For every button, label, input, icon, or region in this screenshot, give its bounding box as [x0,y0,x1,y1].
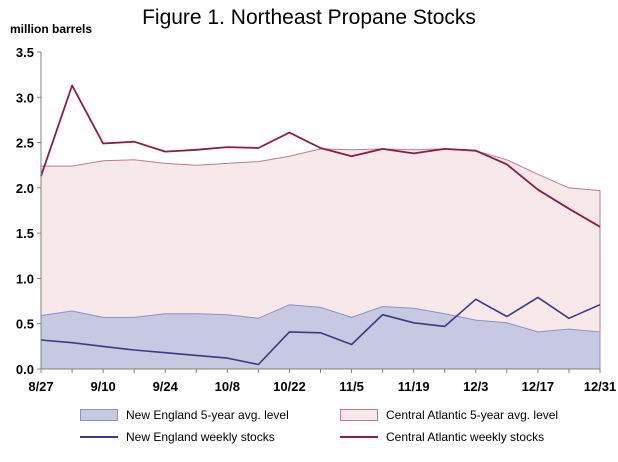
legend-label-ca-weekly: Central Atlantic weekly stocks [386,430,545,444]
ne-weekly-line [40,296,601,366]
legend-swatch-ne-weekly [80,436,118,438]
legend-label-ne-avg: New England 5-year avg. level [126,408,289,422]
chart: 0.0 0.5 1.0 1.5 2.0 2.5 3.0 3.5 8/27 9/10 9/24 10/8… [16,45,617,394]
x-tick-label: 10/8 [215,379,240,394]
legend-swatch-ca-weekly [340,436,378,438]
legend-item-ca-avg: Central Atlantic 5-year avg. level [340,408,558,422]
y-tick-label: 1.5 [16,226,34,241]
y-tick-label: 2.0 [16,181,34,196]
legend-item-ne-avg: New England 5-year avg. level [80,408,289,422]
x-tick-label: 11/5 [339,379,364,394]
x-tick-label: 11/19 [398,379,430,394]
x-tick-label: 12/17 [522,379,555,394]
legend-item-ca-weekly: Central Atlantic weekly stocks [340,430,544,444]
legend-swatch-ca-avg [340,409,378,421]
x-tick-label: 9/10 [90,379,115,394]
y-axis-label: million barrels [10,22,93,36]
legend-label-ne-weekly: New England weekly stocks [126,430,275,444]
x-tick-label: 8/27 [28,379,53,394]
y-tick-label: 0.0 [16,362,34,377]
y-tick-label: 3.0 [16,90,34,105]
legend-label-ca-avg: Central Atlantic 5-year avg. level [386,408,559,422]
y-tick-label: 3.5 [16,45,34,60]
y-tick-label: 0.5 [16,317,34,332]
ne-avg-area [40,304,601,370]
y-tick-label: 1.0 [16,271,34,286]
y-tick-label: 2.5 [16,136,34,151]
legend-swatch-ne-avg [80,409,118,421]
x-tick-label: 10/22 [273,379,306,394]
x-tick-label: 12/31 [584,379,617,394]
ca-weekly-line [40,84,601,228]
x-tick-label: 9/24 [153,379,179,394]
x-tick-label: 12/3 [463,379,488,394]
chart-title: Figure 1. Northeast Propane Stocks [142,6,476,29]
legend-item-ne-weekly: New England weekly stocks [80,430,275,444]
